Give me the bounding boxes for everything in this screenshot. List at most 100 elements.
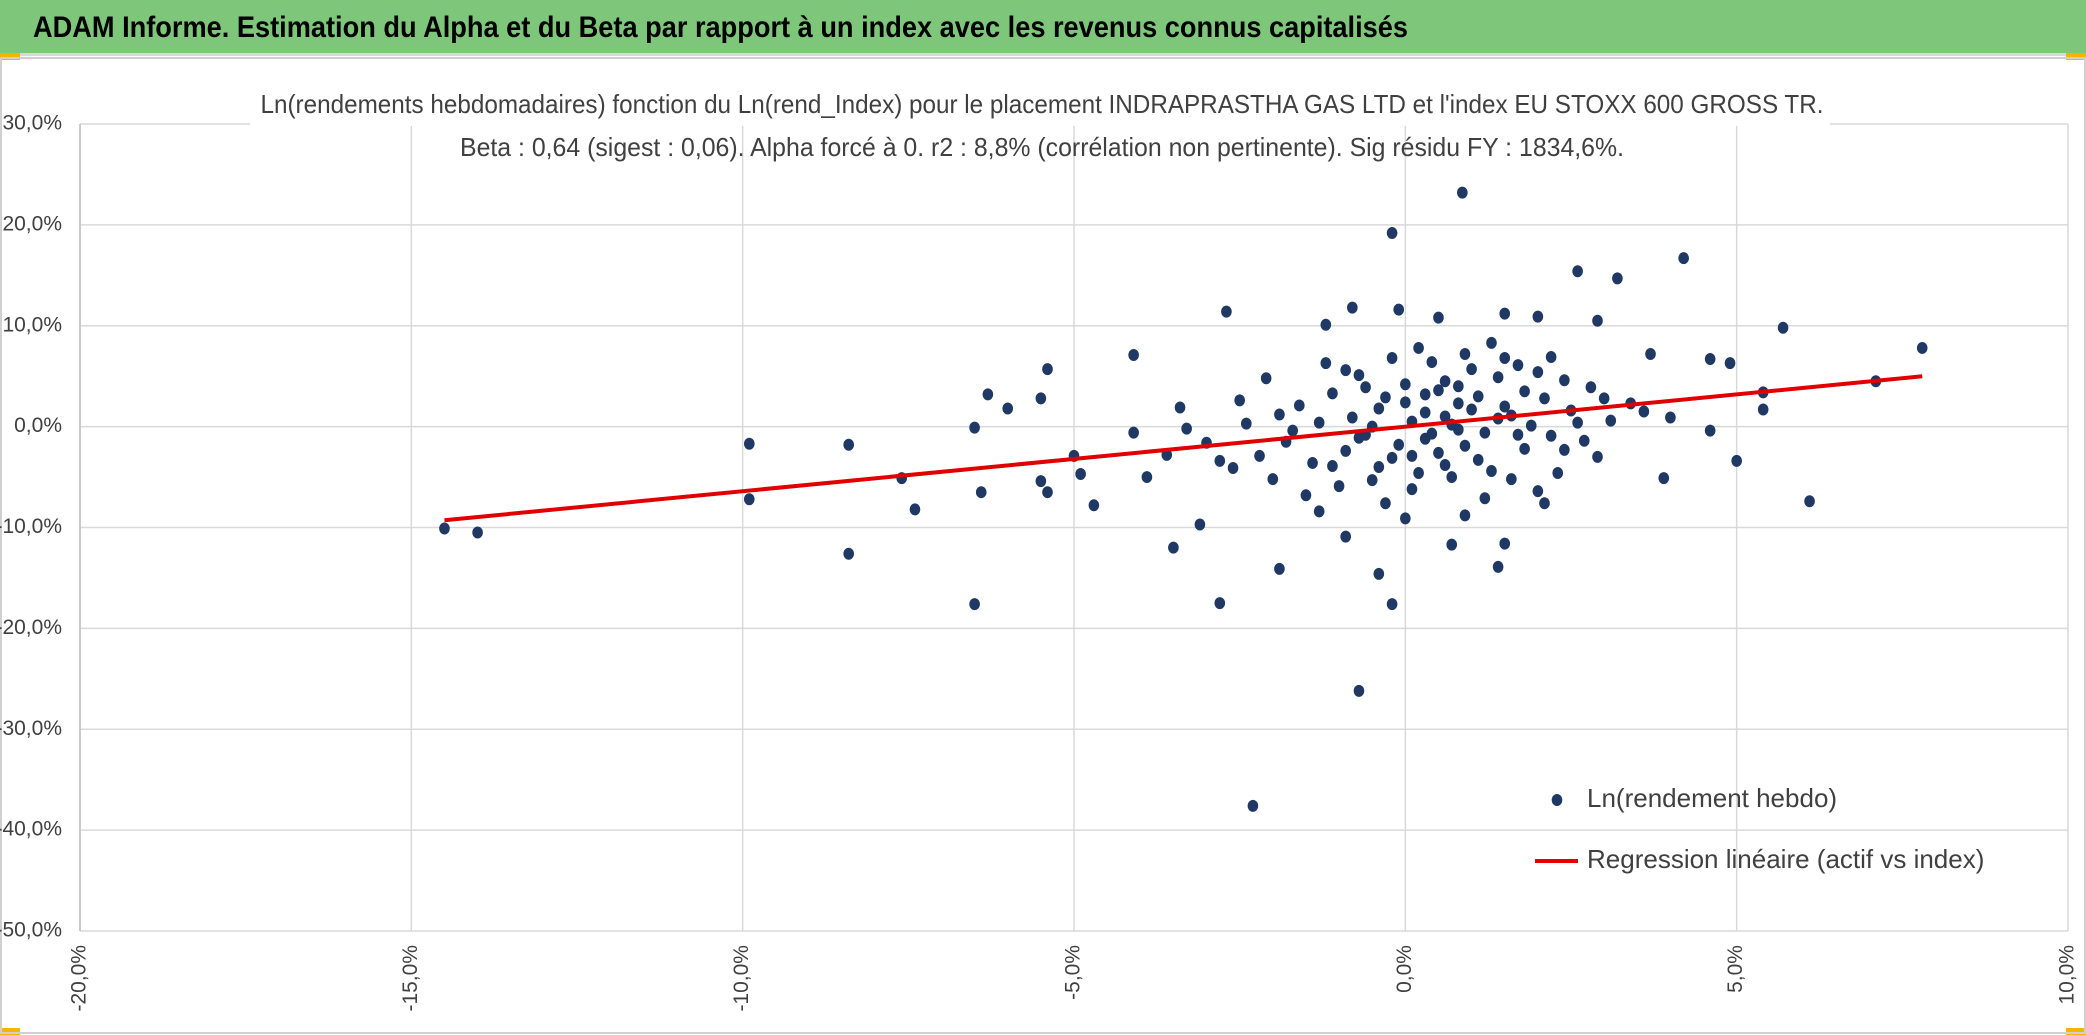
data-point [1393, 438, 1405, 451]
y-tick-label: -50,0% [0, 919, 62, 942]
data-point [1320, 357, 1332, 370]
data-point [1214, 597, 1226, 610]
y-tick-label: -40,0% [0, 818, 62, 841]
x-tick-label: 5,0% [1724, 945, 1747, 993]
header-rule [0, 53, 2086, 56]
data-point [1572, 265, 1583, 278]
legend-swatch [1551, 794, 1563, 806]
data-point [1472, 453, 1484, 466]
data-point [1492, 560, 1504, 573]
data-point [1519, 385, 1530, 398]
data-point [1353, 369, 1365, 382]
chart-subtitle: Beta : 0,64 (sigest : 0,06). Alpha forcé… [460, 132, 1624, 162]
data-point [1592, 314, 1603, 327]
data-point [1340, 364, 1351, 377]
data-point [1353, 684, 1365, 697]
data-point [843, 547, 854, 560]
data-point [1466, 363, 1477, 376]
data-point [1320, 318, 1332, 331]
y-tick-label: 30,0% [2, 112, 62, 135]
data-point [1413, 341, 1424, 354]
data-point [1419, 406, 1431, 419]
data-point [1592, 450, 1603, 463]
data-point [1678, 252, 1689, 265]
data-point [1585, 381, 1597, 394]
data-point [1459, 509, 1471, 522]
data-point [1572, 416, 1583, 429]
data-point [1459, 439, 1471, 452]
data-point [1446, 471, 1458, 484]
data-point [1453, 397, 1464, 410]
legend-label: Ln(rendement hebdo) [1587, 783, 1837, 813]
data-point [1386, 451, 1398, 464]
corner-mark [0, 1028, 20, 1035]
data-point [1194, 518, 1206, 531]
data-point [1227, 461, 1239, 474]
data-point [1532, 310, 1544, 323]
data-point [439, 522, 450, 535]
data-point [1141, 471, 1153, 484]
data-point [843, 438, 854, 451]
data-point [1313, 416, 1325, 429]
data-point [1598, 392, 1610, 405]
x-tick-label: 0,0% [1393, 945, 1416, 993]
data-point [1347, 301, 1358, 314]
x-tick-label: 10,0% [2056, 945, 2079, 1005]
data-point [1347, 411, 1358, 424]
data-point [1333, 480, 1345, 493]
data-point [1413, 467, 1424, 480]
data-point [1492, 371, 1504, 384]
data-point [1499, 352, 1511, 365]
data-point [1559, 443, 1570, 456]
data-point [1360, 381, 1371, 394]
y-tick-label: -20,0% [0, 616, 62, 639]
data-point [743, 493, 755, 506]
data-point [1472, 390, 1484, 403]
data-point [1459, 347, 1471, 360]
data-point [1552, 467, 1564, 480]
data-point [1525, 419, 1537, 432]
plot-area: 30,0% 20,0% 10,0% 0,0% -10,0% -20,0% -30,0% -40… [0, 112, 2079, 1012]
data-point [1274, 562, 1285, 575]
chart-title: Ln(rendements hebdomadaires) fonction du… [261, 89, 1824, 119]
data-point [1400, 378, 1411, 391]
data-point [1386, 598, 1398, 611]
data-point [1393, 303, 1405, 316]
y-tick-label: -10,0% [0, 515, 62, 538]
header-title: ADAM Informe. Estimation du Alpha et du … [33, 11, 1408, 44]
data-point [1479, 492, 1491, 505]
data-point [1439, 375, 1451, 388]
data-point [1645, 347, 1656, 360]
data-point [1254, 449, 1265, 462]
data-point [1274, 408, 1285, 421]
data-point [1612, 272, 1623, 285]
data-point [1519, 442, 1530, 455]
data-point [1214, 454, 1226, 467]
data-point [1313, 505, 1325, 518]
data-point [1439, 458, 1451, 471]
data-point [1453, 423, 1464, 436]
y-tick-label: 20,0% [2, 212, 62, 235]
chart-frame [0, 57, 2086, 1034]
data-point [1499, 537, 1511, 550]
data-point [1638, 405, 1650, 418]
x-tick-label: -15,0% [399, 945, 422, 1012]
data-point [1539, 497, 1550, 510]
data-point [1704, 353, 1716, 366]
data-point [1512, 428, 1524, 441]
data-point [1128, 349, 1139, 362]
data-point [1532, 366, 1544, 379]
data-point [1545, 429, 1557, 442]
legend-item: Regression linéaire (actif vs index) [1535, 844, 1984, 874]
data-point [1373, 567, 1385, 580]
legend-label: Regression linéaire (actif vs index) [1587, 844, 1984, 874]
data-point [1479, 426, 1491, 439]
data-point [1181, 422, 1192, 435]
data-point [1128, 426, 1139, 439]
data-point [1294, 399, 1305, 412]
data-point [1559, 374, 1570, 387]
data-point [1499, 307, 1511, 320]
regression-line [444, 374, 1923, 523]
data-point [1042, 486, 1053, 499]
corner-mark [2066, 1028, 2086, 1035]
